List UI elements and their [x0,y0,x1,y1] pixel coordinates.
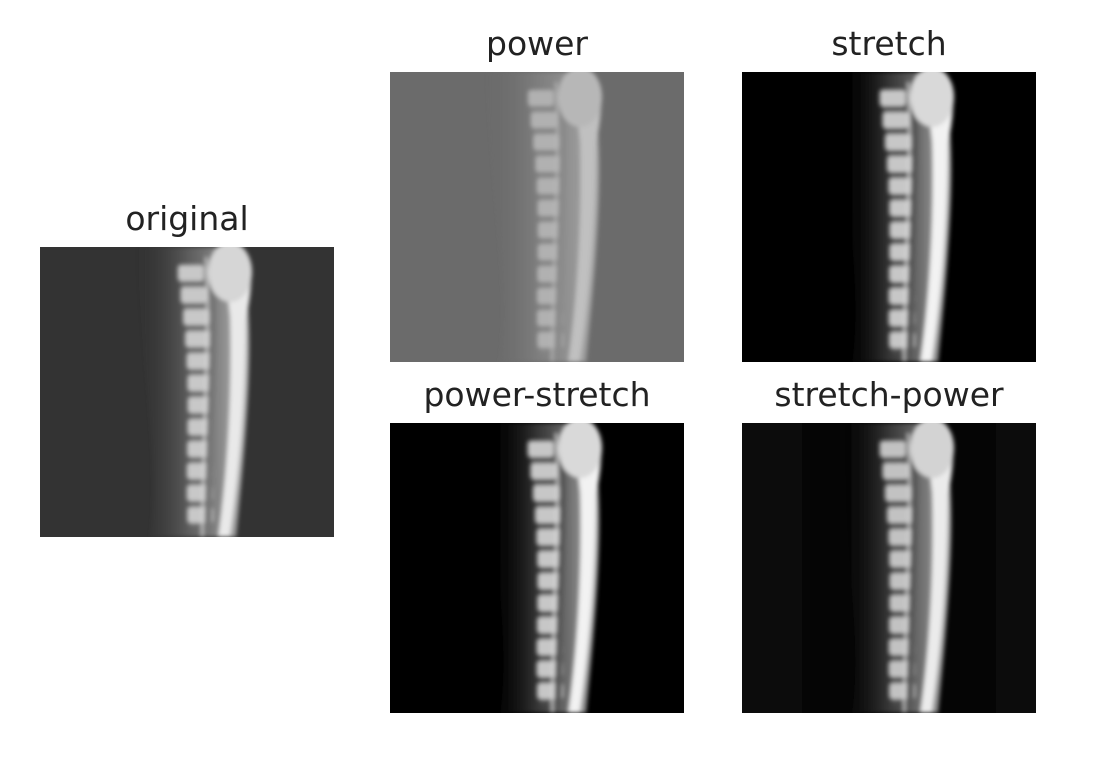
panel-title-original: original [125,199,249,238]
spine-mri-svg [40,247,334,537]
panel-power: power [390,24,684,362]
panel-title-power: power [486,24,588,63]
panel-stretch: stretch [742,24,1036,362]
panel-title-stretch: stretch [831,24,947,63]
spine-mri-svg [390,423,684,713]
panel-title-power-stretch: power-stretch [423,375,651,414]
spine-mri-image-original [40,247,334,537]
panel-title-stretch-power: stretch-power [774,375,1004,414]
spine-mri-image-stretch [742,72,1036,362]
spine-mri-svg [390,72,684,362]
spine-mri-svg [742,72,1036,362]
spine-mri-image-stretch-power [742,423,1036,713]
panel-stretch-power: stretch-power [742,375,1036,713]
spine-mri-image-power [390,72,684,362]
spine-mri-svg [742,423,1036,713]
panel-original: original [40,199,334,537]
panel-power-stretch: power-stretch [390,375,684,713]
spine-mri-image-power-stretch [390,423,684,713]
